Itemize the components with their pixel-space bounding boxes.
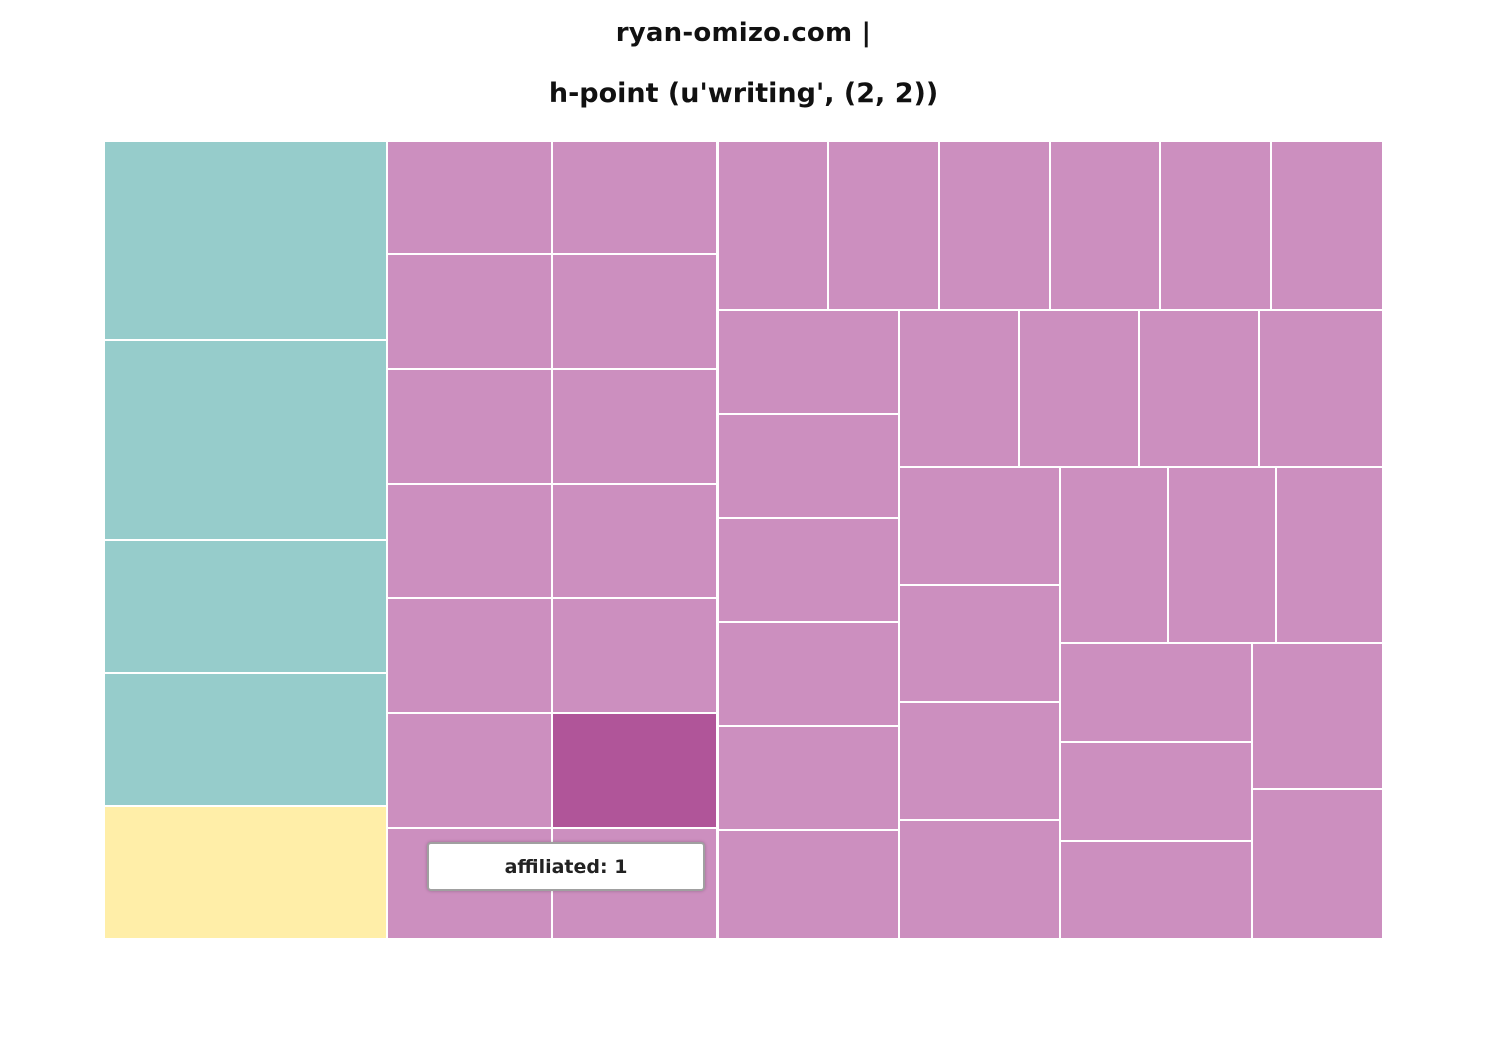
chart-title-site: ryan-omizo.com | — [615, 18, 872, 48]
treemap-cell[interactable] — [1060, 467, 1168, 643]
treemap-cell-hovered[interactable] — [552, 713, 717, 828]
treemap-cell[interactable] — [104, 673, 387, 806]
treemap-cell[interactable] — [104, 540, 387, 673]
treemap-cell[interactable] — [899, 820, 1060, 939]
treemap-cell[interactable] — [552, 369, 717, 484]
treemap-cell[interactable] — [104, 141, 387, 340]
treemap-cell[interactable] — [104, 340, 387, 540]
treemap-cell[interactable] — [899, 585, 1060, 702]
treemap-cell[interactable] — [718, 830, 899, 939]
treemap-cell[interactable] — [1160, 141, 1271, 310]
treemap-cell[interactable] — [387, 713, 552, 828]
treemap-cell[interactable] — [552, 141, 717, 254]
treemap-cell[interactable] — [899, 702, 1060, 820]
treemap-cell[interactable] — [899, 310, 1019, 467]
treemap-cell[interactable] — [552, 598, 717, 713]
treemap-cell[interactable] — [1271, 141, 1383, 310]
treemap-cell[interactable] — [104, 806, 387, 939]
treemap-cell[interactable] — [1050, 141, 1160, 310]
treemap-cell[interactable] — [1060, 742, 1252, 841]
treemap-cell[interactable] — [828, 141, 939, 310]
treemap-cell[interactable] — [718, 622, 899, 726]
treemap-cell[interactable] — [387, 369, 552, 484]
treemap-cell[interactable] — [387, 254, 552, 369]
treemap-cell[interactable] — [1259, 310, 1383, 467]
treemap-cell[interactable] — [899, 467, 1060, 585]
treemap-cell[interactable] — [1252, 643, 1383, 789]
treemap-cell[interactable] — [718, 141, 828, 310]
treemap-cell[interactable] — [1019, 310, 1139, 467]
treemap-cell[interactable] — [1168, 467, 1276, 643]
treemap-cell[interactable] — [552, 254, 717, 369]
treemap-cell[interactable] — [552, 484, 717, 598]
tooltip-text: affiliated: 1 — [504, 855, 628, 878]
tooltip: affiliated: 1 — [427, 842, 705, 891]
treemap-cell[interactable] — [387, 141, 552, 254]
treemap-cell[interactable] — [1252, 789, 1383, 939]
chart-title-hpoint: h-point (u'writing', (2, 2)) — [548, 78, 939, 109]
treemap-cell[interactable] — [718, 414, 899, 518]
treemap-cell[interactable] — [387, 484, 552, 598]
treemap-cell[interactable] — [387, 598, 552, 713]
treemap-cell[interactable] — [1276, 467, 1383, 643]
treemap-cell[interactable] — [1139, 310, 1259, 467]
treemap-cell[interactable] — [1060, 643, 1252, 742]
treemap-cell[interactable] — [1060, 841, 1252, 939]
treemap-cell[interactable] — [718, 310, 899, 414]
treemap-cell[interactable] — [718, 726, 899, 830]
treemap-cell[interactable] — [718, 518, 899, 622]
treemap-cell[interactable] — [939, 141, 1050, 310]
